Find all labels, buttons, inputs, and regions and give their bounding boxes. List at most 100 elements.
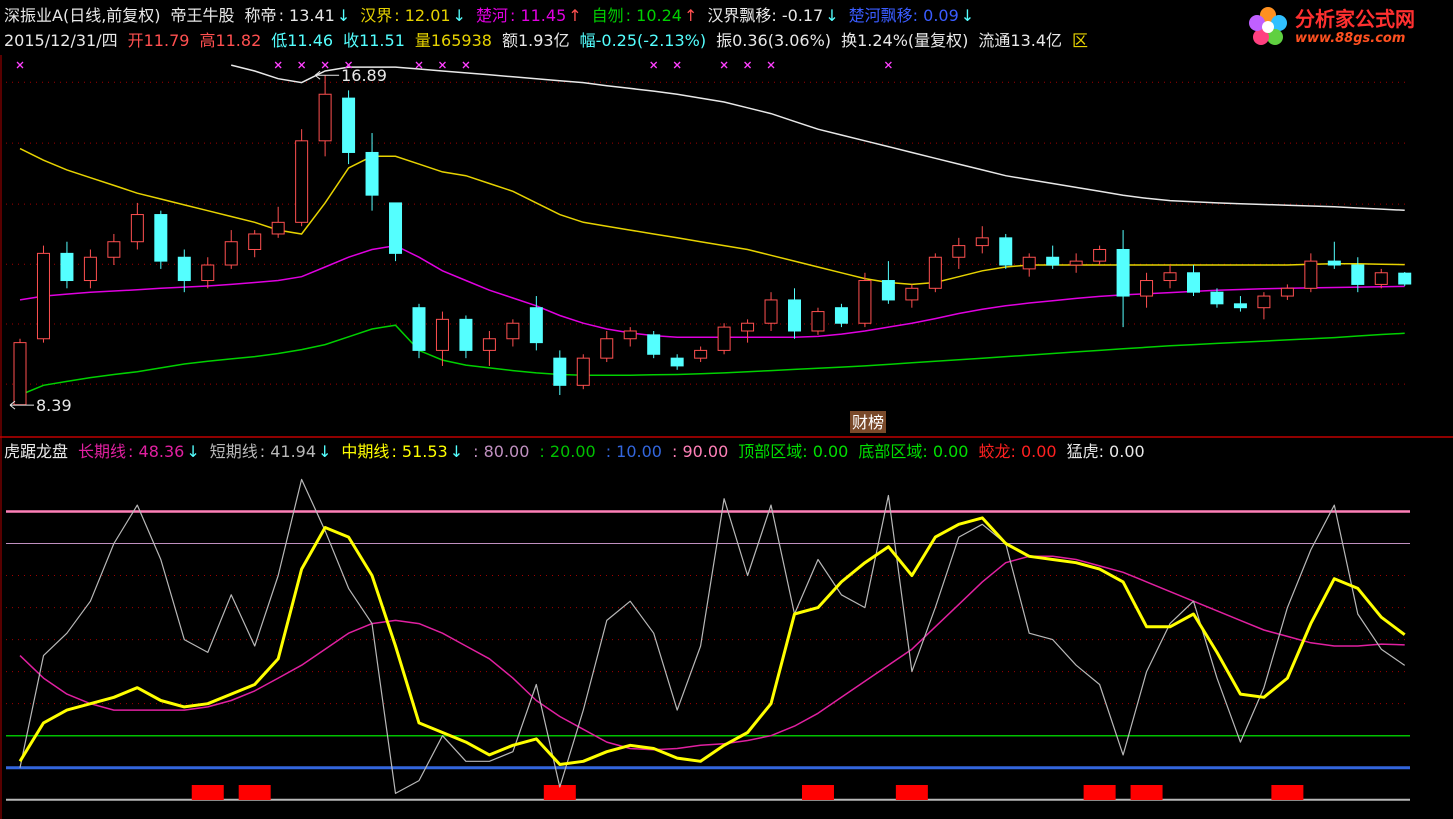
candle-body xyxy=(1398,272,1412,285)
badge: 财榜 xyxy=(852,413,884,432)
legend-item: 汉界飘移: -0.17 xyxy=(707,6,824,25)
legend-name: 楚河 xyxy=(475,6,508,25)
candle-body xyxy=(1351,264,1365,285)
candle-body xyxy=(295,140,309,223)
candle-body xyxy=(975,237,989,247)
legend-value: : 51.53 xyxy=(391,442,448,461)
candle-body xyxy=(999,237,1013,266)
candle-body xyxy=(224,241,238,266)
signal-mark xyxy=(345,61,353,69)
candle-body xyxy=(1233,303,1247,309)
candle-body xyxy=(1304,260,1318,289)
info-item: 换1.24%(量复权) xyxy=(841,31,969,50)
chart-title: 虎踞龙盘 xyxy=(4,442,69,461)
annotation-arrow xyxy=(9,400,34,410)
candle-body xyxy=(83,256,97,282)
signal-mark xyxy=(884,61,892,69)
signal-bar xyxy=(1083,785,1116,800)
candle-body xyxy=(1140,280,1154,297)
ma-line xyxy=(19,147,1405,286)
annotation-arrow xyxy=(314,70,340,80)
candle-body xyxy=(928,256,942,289)
legend-arrow: ↓ xyxy=(825,6,839,25)
candle-body xyxy=(788,299,802,332)
info-item: 量165938 xyxy=(414,31,492,50)
legend-arrow: ↑ xyxy=(568,6,582,25)
candle-body xyxy=(811,311,825,332)
logo-icon xyxy=(1249,7,1287,45)
legend-arrow: ↓ xyxy=(452,6,466,25)
signal-mark xyxy=(744,61,752,69)
legend-item: 底部区域: 0.00 xyxy=(858,442,969,461)
candle-body xyxy=(271,221,285,235)
candle-body xyxy=(858,280,872,324)
legend-name: 长期线 xyxy=(78,442,127,461)
candle-body xyxy=(435,318,449,351)
candle-body xyxy=(154,214,168,262)
candle-body xyxy=(1022,256,1036,270)
legend-value: : 12.01 xyxy=(394,6,451,25)
candle-body xyxy=(1116,248,1130,297)
legend-item: 楚河飘移: 0.09 xyxy=(848,6,959,25)
candle-body xyxy=(741,322,755,332)
signal-mark xyxy=(298,61,306,69)
legend-value: : 13.41 xyxy=(278,6,335,25)
signal-mark xyxy=(767,61,775,69)
info-item: 流通13.4亿 xyxy=(978,31,1063,50)
candle-body xyxy=(670,357,684,367)
signal-bar xyxy=(895,785,928,800)
legend-item: : 10.00 xyxy=(605,442,662,461)
candle-body xyxy=(389,202,403,254)
info-item: 振0.36(3.06%) xyxy=(716,31,832,50)
signal-mark xyxy=(274,61,282,69)
logo: 分析家公式网 www.88gs.com xyxy=(1245,2,1445,52)
indicator-legend-row: 虎踞龙盘 长期线: 48.36 ↓ 短期线: 41.94 ↓ 中期线: 51.53 ↓: 8… xyxy=(4,442,1147,462)
chart-subtitle: 帝王牛股 xyxy=(170,6,235,25)
candle-body xyxy=(1046,256,1060,266)
candle-body xyxy=(647,334,661,355)
signal-bar xyxy=(543,785,576,800)
indicator-line xyxy=(19,555,1405,751)
candle-body xyxy=(881,280,895,301)
candle-body xyxy=(694,349,708,359)
candle-body xyxy=(60,252,74,282)
signal-mark xyxy=(462,61,470,69)
candle-body xyxy=(130,214,144,243)
signal-mark xyxy=(650,61,658,69)
legend-name: 短期线 xyxy=(209,442,258,461)
info-item: 额1.93亿 xyxy=(501,31,570,50)
candle-body xyxy=(1187,272,1200,293)
candle-body xyxy=(412,307,426,351)
signal-bar xyxy=(238,785,271,800)
candle-body xyxy=(1374,272,1388,285)
candle-body xyxy=(506,322,520,340)
candle-body xyxy=(529,307,543,344)
candle-body xyxy=(482,338,496,351)
legend-arrow: ↓ xyxy=(336,6,351,25)
legend-row: 深振业A(日线,前复权) 帝王牛股 称帝: 13.41 ↓ 汉界: 12.01 ↓ 楚河: … xyxy=(4,6,976,26)
info-item: 收11.51 xyxy=(343,31,405,50)
ma-line xyxy=(231,64,1405,212)
signal-bar xyxy=(801,785,834,800)
candle-body xyxy=(834,307,848,324)
candle-body xyxy=(1280,287,1294,297)
legend-value: : 41.94 xyxy=(259,442,317,461)
legend-arrow: ↓ xyxy=(318,442,332,461)
info-row: 2015/12/31/四 开11.79 高11.82 低11.46 收11.51 量165… xyxy=(4,31,1090,51)
candle-body xyxy=(952,245,966,258)
candle-body xyxy=(1093,248,1107,262)
legend-name: 中期线 xyxy=(341,442,390,461)
candle-body xyxy=(318,93,332,142)
ma-line xyxy=(19,244,1405,338)
candle-body xyxy=(1327,260,1341,266)
legend-name: 汉界 xyxy=(360,6,393,25)
legend-item: 猛虎: 0.00 xyxy=(1066,442,1145,461)
candle-body xyxy=(553,357,567,386)
signal-bar xyxy=(1271,785,1304,800)
info-item: 幅-0.25(-2.13%) xyxy=(579,31,707,50)
candle-body xyxy=(764,299,778,324)
legend-value: : 11.45 xyxy=(509,6,567,25)
legend-value: : 10.24 xyxy=(625,6,682,25)
info-item: 低11.46 xyxy=(271,31,334,50)
